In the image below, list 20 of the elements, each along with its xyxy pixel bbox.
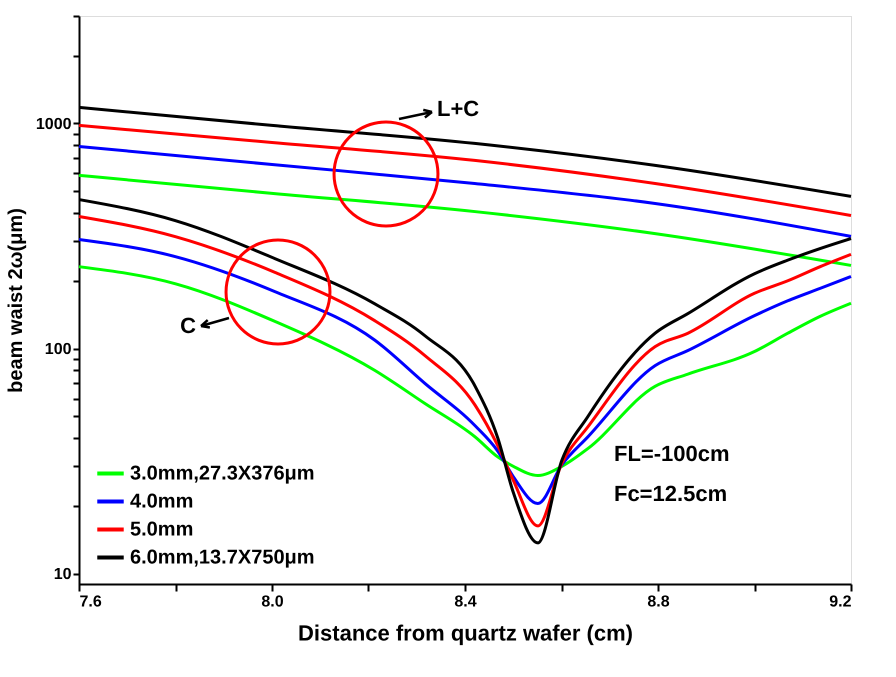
annotation: L+C: [437, 96, 480, 121]
x-tick-label: 9.2: [829, 594, 852, 610]
line-series: [78, 144, 852, 238]
y-tick-label: 100: [44, 341, 72, 358]
annotation: C: [180, 313, 196, 338]
x-tick-label: 8.8: [647, 594, 670, 610]
legend-label: 4.0mm: [130, 490, 194, 512]
y-tick-label: 10: [54, 566, 72, 584]
annotation: Fc=12.5cm: [614, 481, 728, 506]
legend-label: 6.0mm,13.7X750μm: [130, 546, 315, 568]
legend-label: 5.0mm: [130, 518, 194, 540]
x-tick-label: 7.6: [80, 594, 102, 610]
x-axis-title: Distance from quartz wafer (cm): [298, 620, 633, 646]
x-tick-label: 8.4: [454, 594, 477, 610]
x-tick-label: 8.0: [261, 594, 284, 610]
legend-label: 3.0mm,27.3X376μm: [130, 462, 315, 484]
annotation: FL=-100cm: [614, 441, 730, 466]
line-series: [78, 174, 852, 267]
y-axis-title: beam waist 2ω(μm): [4, 208, 27, 393]
y-tick-label: 1000: [36, 116, 72, 133]
